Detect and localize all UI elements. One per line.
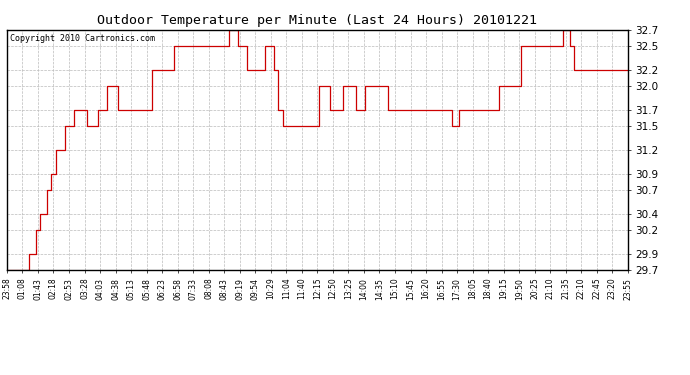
Title: Outdoor Temperature per Minute (Last 24 Hours) 20101221: Outdoor Temperature per Minute (Last 24 … [97, 15, 538, 27]
Text: Copyright 2010 Cartronics.com: Copyright 2010 Cartronics.com [10, 34, 155, 43]
